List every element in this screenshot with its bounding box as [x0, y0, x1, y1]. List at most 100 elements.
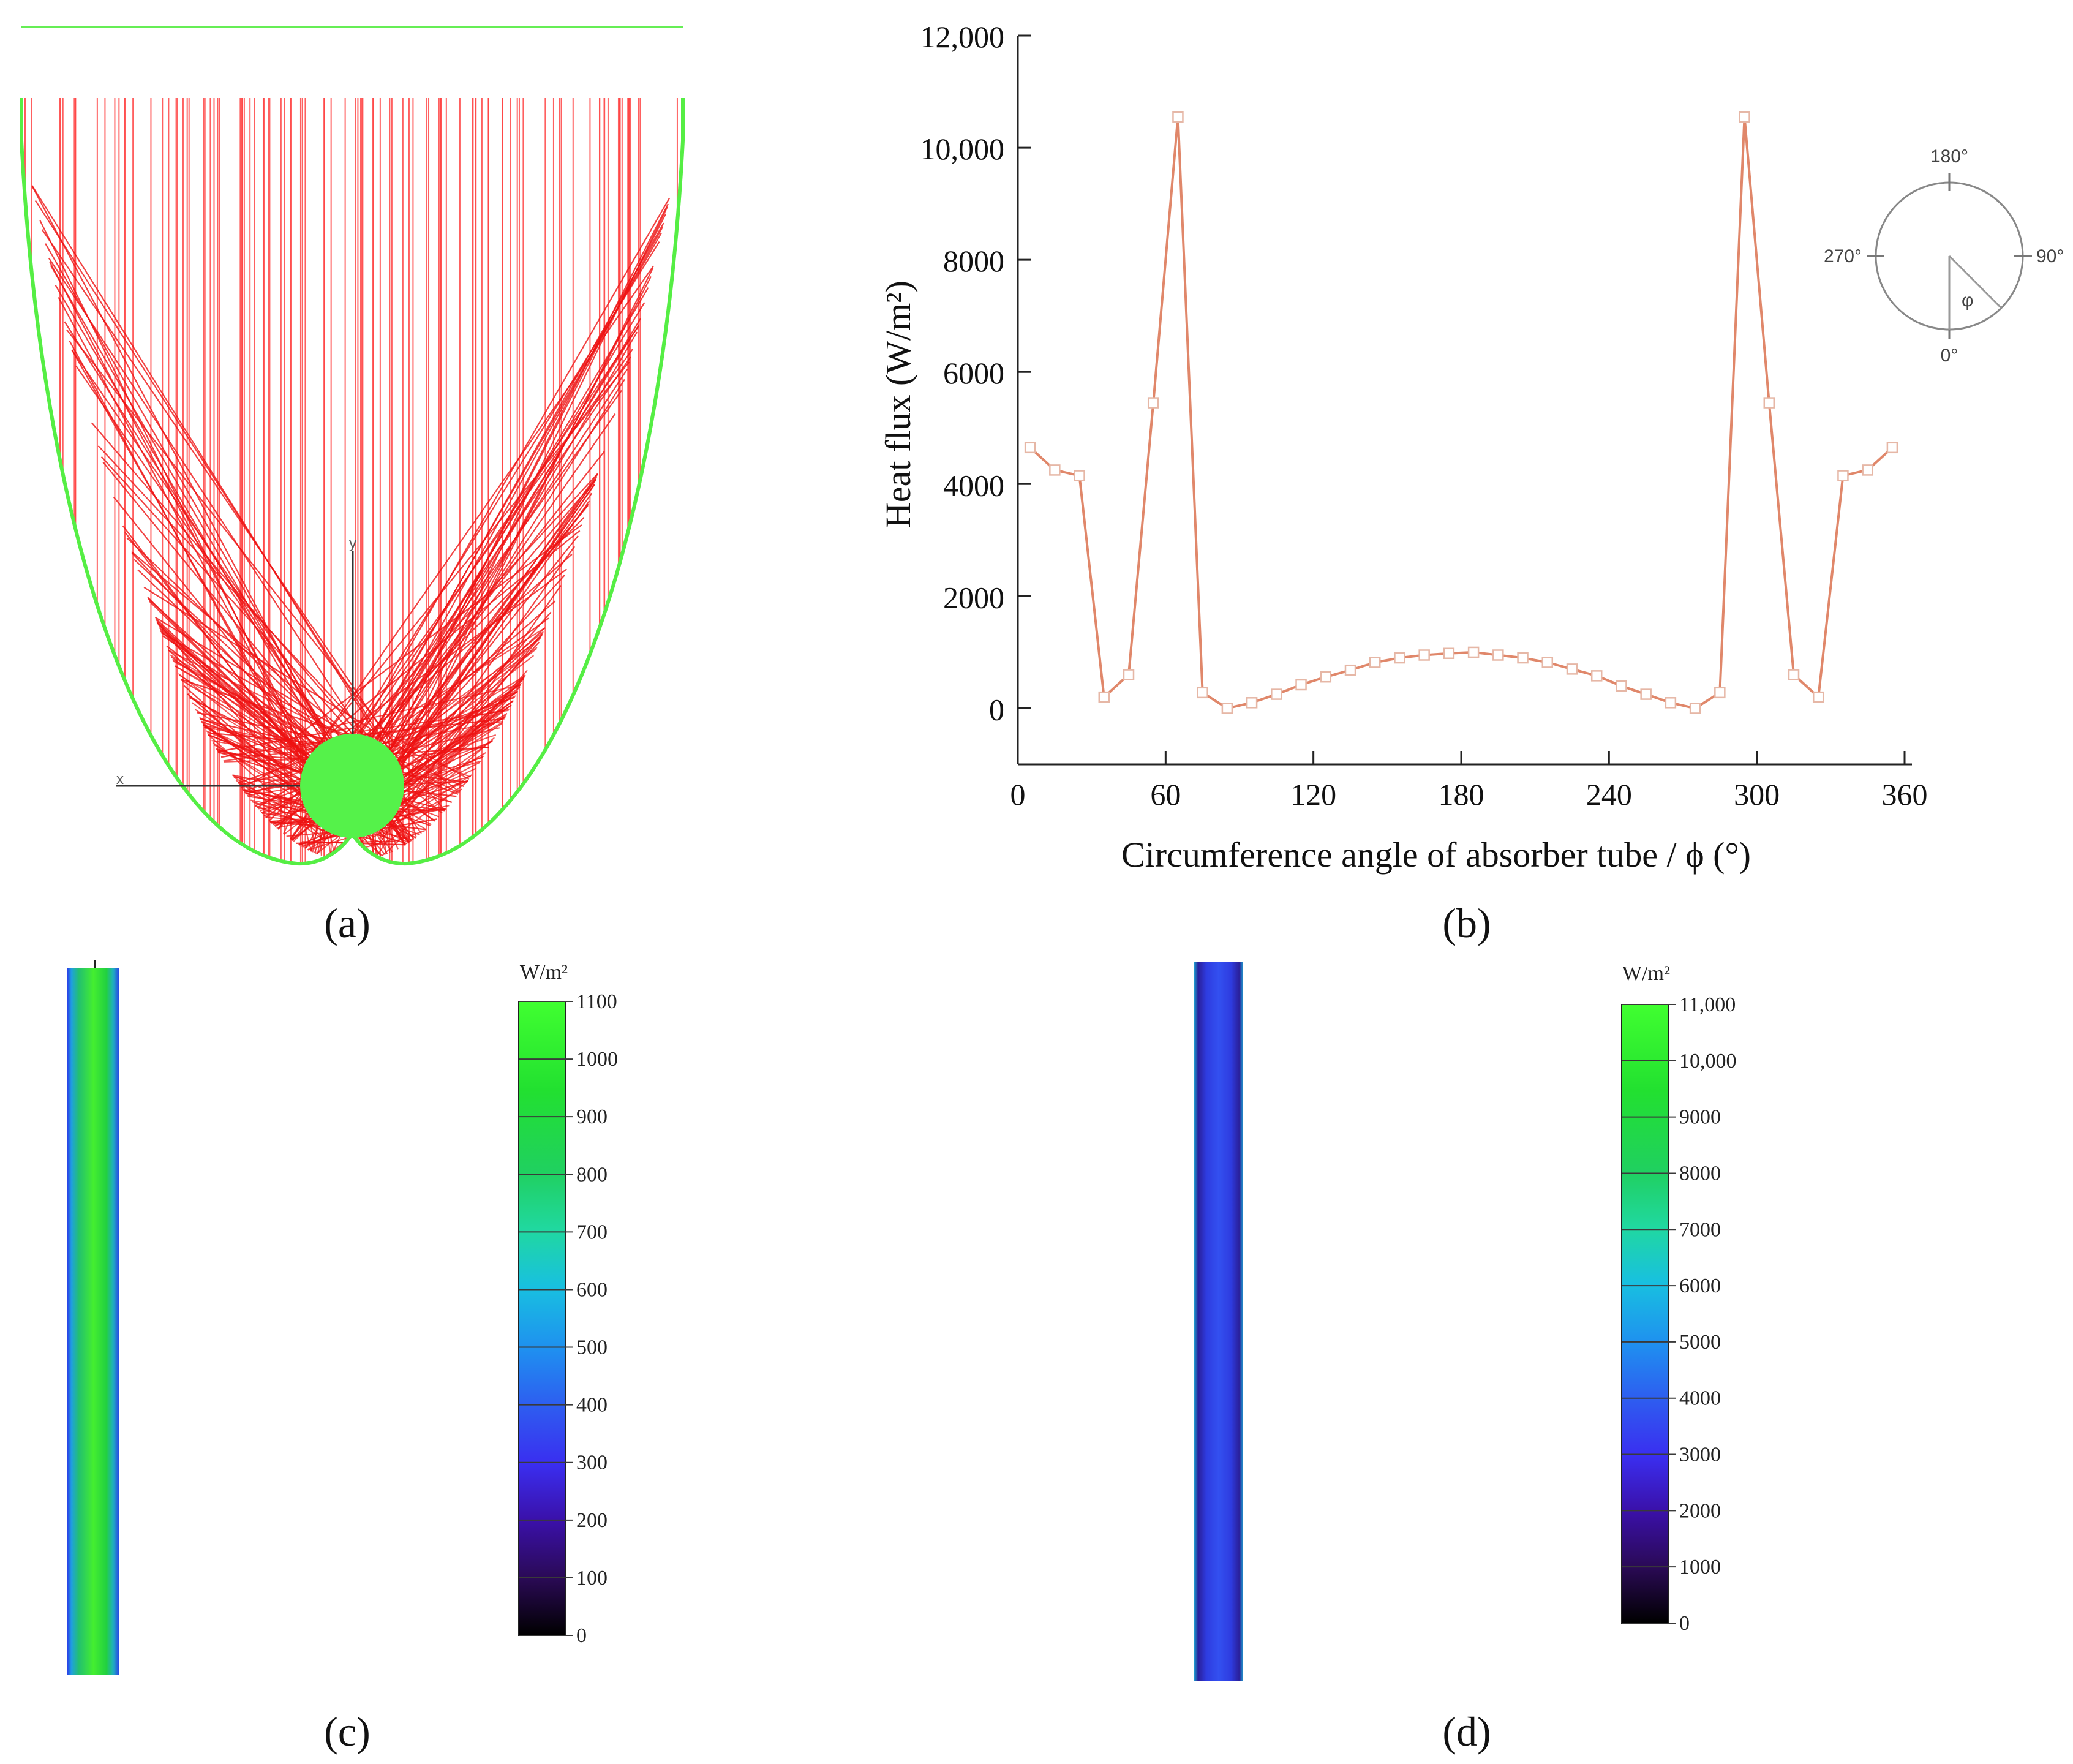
reflected-ray: [156, 621, 324, 818]
data-point: [1344, 664, 1356, 676]
inset-label-180: 180°: [1930, 146, 1968, 167]
data-point: [1049, 464, 1061, 476]
data-point: [1862, 464, 1873, 476]
panel-b-heat-flux-chart: 0 2000 4000 6000 8000 10,000 12,000 0 60 120 180 2…: [878, 20, 2064, 946]
colorbar-d-ticks: 0 1000 2000 3000 4000 5000 6000 7000 8000 9000 10,…: [1622, 993, 1737, 1635]
colorbar-tick-label: 5000: [1679, 1331, 1721, 1354]
panel-c-heat-flux-contour: W/m² 0 100 200 300 400 500 600 700 800 900 1000 110…: [67, 960, 618, 1755]
x-tick-label: 360: [1882, 777, 1928, 812]
reflected-ray: [359, 206, 668, 839]
x-axis-label: x: [116, 771, 124, 788]
reflected-ray: [385, 731, 470, 780]
absorber-tube-contour-c: [67, 968, 119, 1675]
colorbar-tick-label: 8000: [1679, 1162, 1721, 1185]
colorbar-tick-label: 600: [576, 1278, 608, 1301]
reflected-ray: [122, 525, 340, 812]
inset-radius-angled: [1948, 255, 2003, 309]
reflected-ray: [294, 524, 582, 739]
data-point: [1517, 652, 1529, 664]
data-point: [1590, 670, 1603, 682]
y-tick-label: 12,000: [920, 20, 1005, 54]
panel-d-heat-flux-contour: W/m² 0 1000 2000 3000 4000 5000 6000 7000 8000 90…: [1194, 962, 1737, 1755]
reflected-ray: [134, 559, 347, 758]
colorbar-c-unit: W/m²: [520, 961, 568, 984]
reflected-ray: [45, 243, 385, 834]
data-point: [1246, 697, 1258, 709]
data-point: [1812, 691, 1824, 703]
data-point: [1369, 657, 1381, 668]
data-point: [1197, 687, 1208, 699]
reflected-ray: [368, 720, 503, 747]
colorbar-tick-label: 1000: [576, 1048, 618, 1071]
data-point: [1295, 679, 1307, 691]
colorbar-tick-label: 100: [576, 1567, 608, 1589]
reflected-ray: [382, 737, 495, 838]
reflected-ray: [255, 805, 334, 835]
colorbar-tick-label: 700: [576, 1221, 608, 1243]
reflected-ray: [154, 617, 369, 747]
reflected-ray: [69, 341, 339, 829]
panel-b-label: (b): [1442, 900, 1491, 946]
y-tick-label: 4000: [943, 468, 1004, 502]
data-point: [1566, 663, 1578, 675]
data-point: [1443, 647, 1455, 660]
colorbar-d-unit: W/m²: [1622, 962, 1670, 985]
y-axis-label: y: [349, 535, 356, 552]
x-tick-label: 240: [1586, 777, 1632, 812]
reflected-ray: [392, 740, 461, 793]
reflected-ray: [321, 325, 639, 792]
angle-inset: 180° 90° 0° 270° φ: [1824, 146, 2064, 366]
data-point: [1098, 691, 1110, 703]
y-tick-label: 0: [989, 692, 1004, 726]
reflected-ray: [49, 261, 320, 774]
colorbar-tick-label: 1100: [576, 990, 617, 1013]
colorbar-tick-label: 11,000: [1679, 993, 1736, 1016]
data-point: [1221, 703, 1233, 714]
reflected-ray: [66, 329, 393, 742]
colorbar-tick-label: 7000: [1679, 1218, 1721, 1241]
data-point: [1320, 671, 1332, 683]
reflected-ray: [367, 484, 595, 807]
data-point: [1714, 687, 1726, 699]
reflected-ray: [372, 478, 597, 742]
inset-phi-symbol: φ: [1962, 290, 1973, 311]
colorbar-tick-label: 0: [576, 1624, 587, 1647]
colorbar-tick-label: 2000: [1679, 1499, 1721, 1522]
reflected-ray: [339, 197, 670, 768]
reflected-ray: [352, 627, 546, 750]
reflected-ray: [31, 185, 375, 733]
data-point: [1763, 397, 1775, 409]
panel-d-label: (d): [1442, 1708, 1491, 1755]
heat-flux-series-points: [1024, 111, 1898, 714]
reflected-ray: [407, 788, 462, 818]
absorber-tube: [300, 734, 404, 838]
colorbar-tick-label: 200: [576, 1509, 608, 1532]
colorbar-tick-label: 6000: [1679, 1275, 1721, 1297]
y-tick-label: 6000: [943, 356, 1004, 390]
reflected-ray: [48, 257, 392, 779]
data-point: [1640, 688, 1652, 700]
x-tick-label: 60: [1150, 777, 1181, 812]
reflected-ray: [378, 318, 641, 752]
data-point: [1837, 470, 1849, 481]
x-axis-ticks: 0 60 120 180 240 300 360: [1010, 751, 1928, 812]
reflected-ray: [382, 633, 543, 828]
y-tick-label: 10,000: [920, 132, 1005, 166]
y-tick-label: 8000: [943, 244, 1004, 278]
inset-label-0: 0°: [1941, 345, 1958, 366]
data-point: [1689, 703, 1701, 714]
colorbar-tick-label: 800: [576, 1163, 608, 1186]
reflected-ray: [97, 445, 371, 738]
reflected-ray: [304, 829, 312, 852]
reflected-ray: [159, 627, 331, 769]
y-axis-ticks: 0 2000 4000 6000 8000 10,000 12,000: [920, 20, 1031, 726]
inset-label-90: 90°: [2036, 246, 2064, 266]
data-point: [1074, 470, 1085, 481]
data-point: [1123, 669, 1135, 680]
chart-x-axis-label: Circumference angle of absorber tube / ϕ…: [1121, 835, 1751, 875]
data-point: [1739, 111, 1750, 123]
absorber-tube-contour-d: [1194, 962, 1243, 1681]
data-point: [1271, 688, 1282, 700]
x-tick-label: 0: [1010, 777, 1026, 812]
colorbar-tick-label: 4000: [1679, 1387, 1721, 1410]
